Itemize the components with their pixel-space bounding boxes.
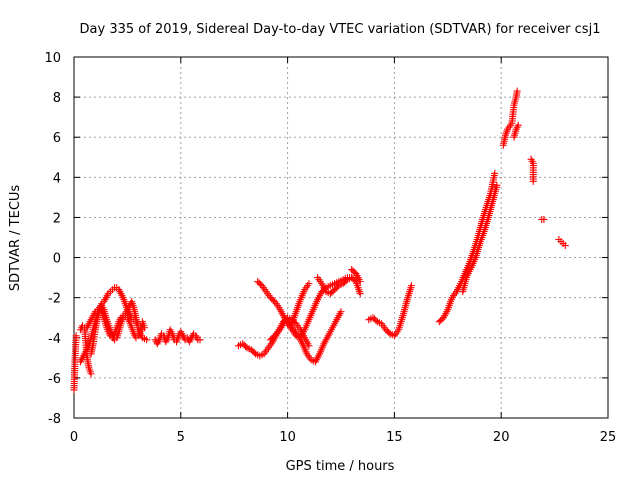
data-point-trace-h: [242, 342, 250, 350]
y-tick-label: -6: [48, 372, 61, 387]
x-tick-label: 5: [177, 430, 185, 445]
x-tick-label: 20: [493, 430, 510, 445]
data-point-trace-q: [513, 87, 521, 95]
data-point-trace-u: [561, 242, 569, 250]
y-tick-label: -2: [48, 292, 61, 307]
data-point-trace-d: [136, 328, 144, 336]
data-point-trace-m: [356, 278, 364, 286]
data-point-trace-h: [337, 308, 345, 316]
y-tick-label: 4: [53, 171, 61, 186]
x-tick-label: 15: [386, 430, 403, 445]
grid-lines: [74, 57, 608, 418]
data-point-trace-j: [305, 342, 313, 350]
y-tick-label: -4: [48, 332, 61, 347]
data-point-trace-t: [540, 215, 548, 223]
data-point-trace-l: [342, 277, 350, 285]
x-tick-label: 0: [70, 430, 78, 445]
y-tick-label: 10: [44, 51, 61, 66]
y-axis-label: SDTVAR / TECUs: [8, 185, 23, 292]
x-axis-label: GPS time / hours: [286, 459, 395, 474]
data-point-trace-n: [385, 328, 393, 336]
data-point-trace-n: [407, 282, 415, 290]
plot-frame: [73, 56, 609, 419]
plot-border: [73, 56, 609, 419]
x-tick-label: 10: [279, 430, 296, 445]
data-point-trace-s: [529, 177, 537, 185]
data-point-trace-o: [491, 169, 499, 177]
data-point-trace-r: [514, 121, 522, 129]
data-point-trace-p: [493, 181, 501, 189]
data-point-trace-a: [72, 332, 80, 340]
data-point-trace-f: [140, 324, 148, 332]
data-point-trace-l: [356, 290, 364, 298]
data-points: [70, 87, 569, 394]
data-point-trace-h: [250, 348, 258, 356]
data-point-trace-c: [143, 336, 151, 344]
chart-title: Day 335 of 2019, Sidereal Day-to-day VTE…: [80, 22, 601, 37]
data-point-trace-g: [196, 336, 204, 344]
y-tick-label: 8: [53, 91, 61, 106]
y-tick-label: 6: [53, 131, 61, 146]
data-point-trace-l: [333, 283, 341, 291]
y-tick-label: 2: [53, 211, 61, 226]
data-point-trace-n: [372, 316, 380, 324]
y-tick-label: -8: [48, 412, 61, 427]
x-tick-label: 25: [600, 430, 617, 445]
tick-labels: 0 5 10 15 20 25 -8 -6 -4 -2 0 2 4 6 8 10: [44, 51, 616, 445]
data-point-trace-k: [305, 280, 313, 288]
y-tick-label: 0: [53, 252, 61, 267]
data-point-trace-e: [87, 370, 95, 378]
